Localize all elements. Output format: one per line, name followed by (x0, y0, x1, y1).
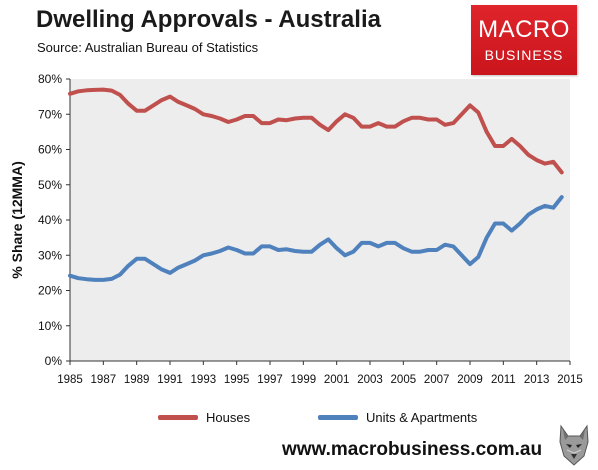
plot-area (70, 79, 570, 361)
x-tick-label: 1987 (91, 374, 117, 386)
y-tick-label: 30% (38, 248, 62, 262)
legend-swatch-units (318, 415, 358, 420)
y-tick-label: 50% (38, 178, 62, 192)
wolf-head-icon (557, 424, 591, 466)
x-tick-label: 2001 (324, 374, 350, 386)
y-axis-title: % Share (12MMA) (9, 161, 25, 278)
legend-label-units: Units & Apartments (366, 410, 477, 425)
legend-swatch-houses (158, 415, 198, 420)
y-tick-label: 20% (38, 284, 62, 298)
x-tick-label: 2009 (457, 374, 483, 386)
x-tick-label: 1999 (291, 374, 317, 386)
x-tick-label: 1991 (157, 374, 183, 386)
x-tick-label: 2011 (491, 374, 516, 386)
y-tick-label: 0% (45, 354, 63, 368)
x-tick-label: 1995 (224, 374, 250, 386)
y-tick-label: 60% (38, 143, 62, 157)
x-tick-label: 1993 (191, 374, 217, 386)
x-tick-label: 2007 (424, 374, 450, 386)
x-tick-label: 2005 (391, 374, 417, 386)
y-tick-label: 40% (38, 213, 62, 227)
legend-label-houses: Houses (206, 410, 250, 425)
x-tick-label: 2013 (524, 374, 550, 386)
y-tick-label: 70% (38, 107, 62, 121)
x-tick-label: 2015 (557, 374, 583, 386)
x-tick-label: 1985 (57, 374, 83, 386)
chart-legend: Houses Units & Apartments (0, 410, 598, 426)
legend-item-units: Units & Apartments (318, 410, 477, 425)
website-url: www.macrobusiness.com.au (282, 439, 542, 461)
x-tick-label: 1997 (257, 374, 283, 386)
x-tick-label: 1989 (124, 374, 150, 386)
y-tick-label: 10% (38, 319, 62, 333)
legend-item-houses: Houses (158, 410, 250, 425)
y-tick-label: 80% (38, 72, 62, 86)
x-tick-label: 2003 (357, 374, 383, 386)
